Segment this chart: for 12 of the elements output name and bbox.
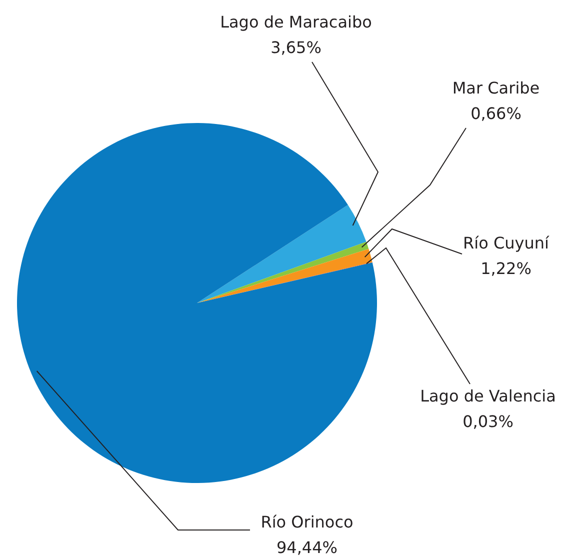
data-label: 94,44% [276,538,338,556]
data-label: 0,66% [470,104,522,124]
data-label: 1,22% [480,259,532,278]
slice-label: Río Cuyuní [463,234,550,253]
data-label: 3,65% [270,38,322,58]
slice-label: Río Orinoco [260,512,354,532]
slice-label: Mar Caribe [452,78,540,98]
slice-label: Lago de Maracaibo [220,12,372,32]
slice-label: Lago de Valencia [420,386,556,406]
pie-slice [17,123,377,483]
data-label: 0,03% [462,412,514,432]
pie-slice [197,204,366,303]
